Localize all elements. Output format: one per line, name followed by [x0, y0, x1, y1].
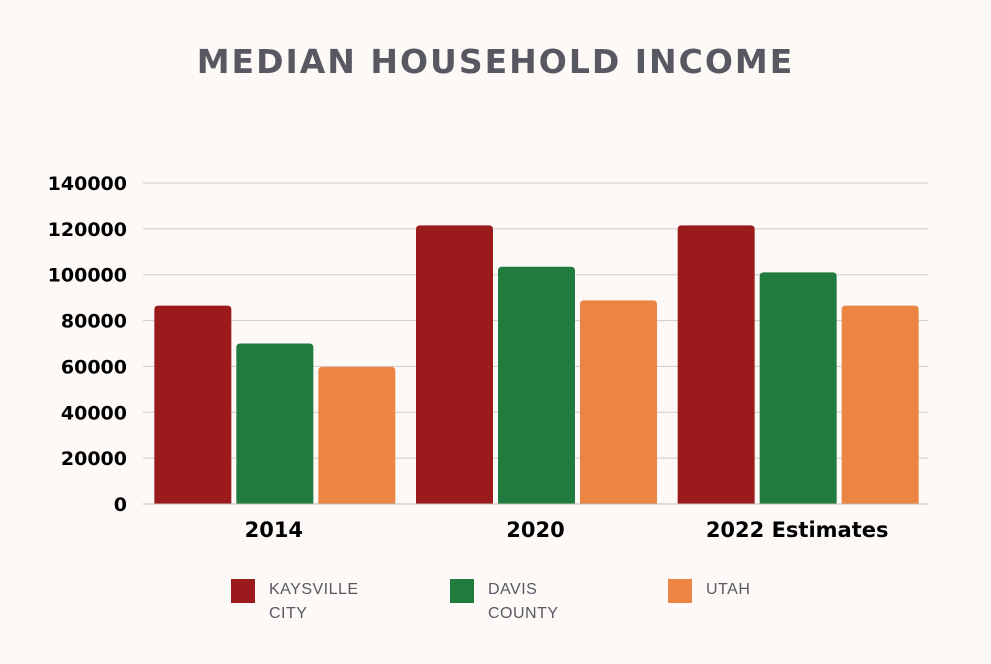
legend-label-line: KAYSVILLE — [269, 581, 359, 598]
legend-swatch-kaysville-city — [231, 579, 255, 603]
bar-kaysville-city — [154, 305, 232, 504]
y-tick-label: 120000 — [48, 219, 127, 241]
legend-label-utah: UTAH — [706, 578, 750, 602]
bar-davis-county — [236, 343, 314, 504]
legend-label-line: COUNTY — [488, 605, 559, 622]
y-tick-label: 80000 — [61, 311, 127, 333]
legend-swatch-utah — [668, 579, 692, 603]
bar-davis-county — [498, 266, 575, 504]
legend-item-utah: UTAH — [668, 578, 750, 603]
bar-chart: 0 20000 40000 60000 80000 100000 120000 140000 2… — [48, 173, 928, 542]
legend-label-line: CITY — [269, 605, 308, 622]
y-tick-label: 140000 — [48, 173, 127, 195]
bar-utah — [841, 305, 919, 504]
x-tick-label: 2020 — [506, 518, 564, 542]
y-tick-label: 60000 — [61, 356, 127, 378]
legend-label-line: DAVIS — [488, 581, 538, 598]
chart-title: MEDIAN HOUSEHOLD INCOME — [196, 42, 795, 81]
y-tick-label: 100000 — [48, 265, 127, 287]
legend-label-kaysville-city: KAYSVILLE CITY — [269, 578, 359, 626]
y-tick-label: 40000 — [61, 402, 127, 424]
legend: KAYSVILLE CITY DAVIS COUNTY UTAH — [0, 578, 991, 638]
bar-kaysville-city — [416, 225, 493, 505]
x-tick-label: 2022 Estimates — [706, 518, 889, 542]
legend-item-kaysville-city: KAYSVILLE CITY — [231, 578, 359, 626]
y-tick-label: 20000 — [61, 448, 127, 470]
legend-label-davis-county: DAVIS COUNTY — [488, 578, 559, 626]
legend-item-davis-county: DAVIS COUNTY — [450, 578, 559, 626]
bar-utah — [580, 300, 657, 504]
x-tick-label: 2014 — [245, 518, 303, 542]
legend-swatch-davis-county — [450, 579, 474, 603]
bar-utah — [318, 366, 396, 504]
y-tick-label: 0 — [114, 494, 127, 516]
bar-kaysville-city — [677, 225, 755, 505]
bar-davis-county — [759, 272, 837, 504]
legend-label-line: UTAH — [706, 581, 751, 598]
